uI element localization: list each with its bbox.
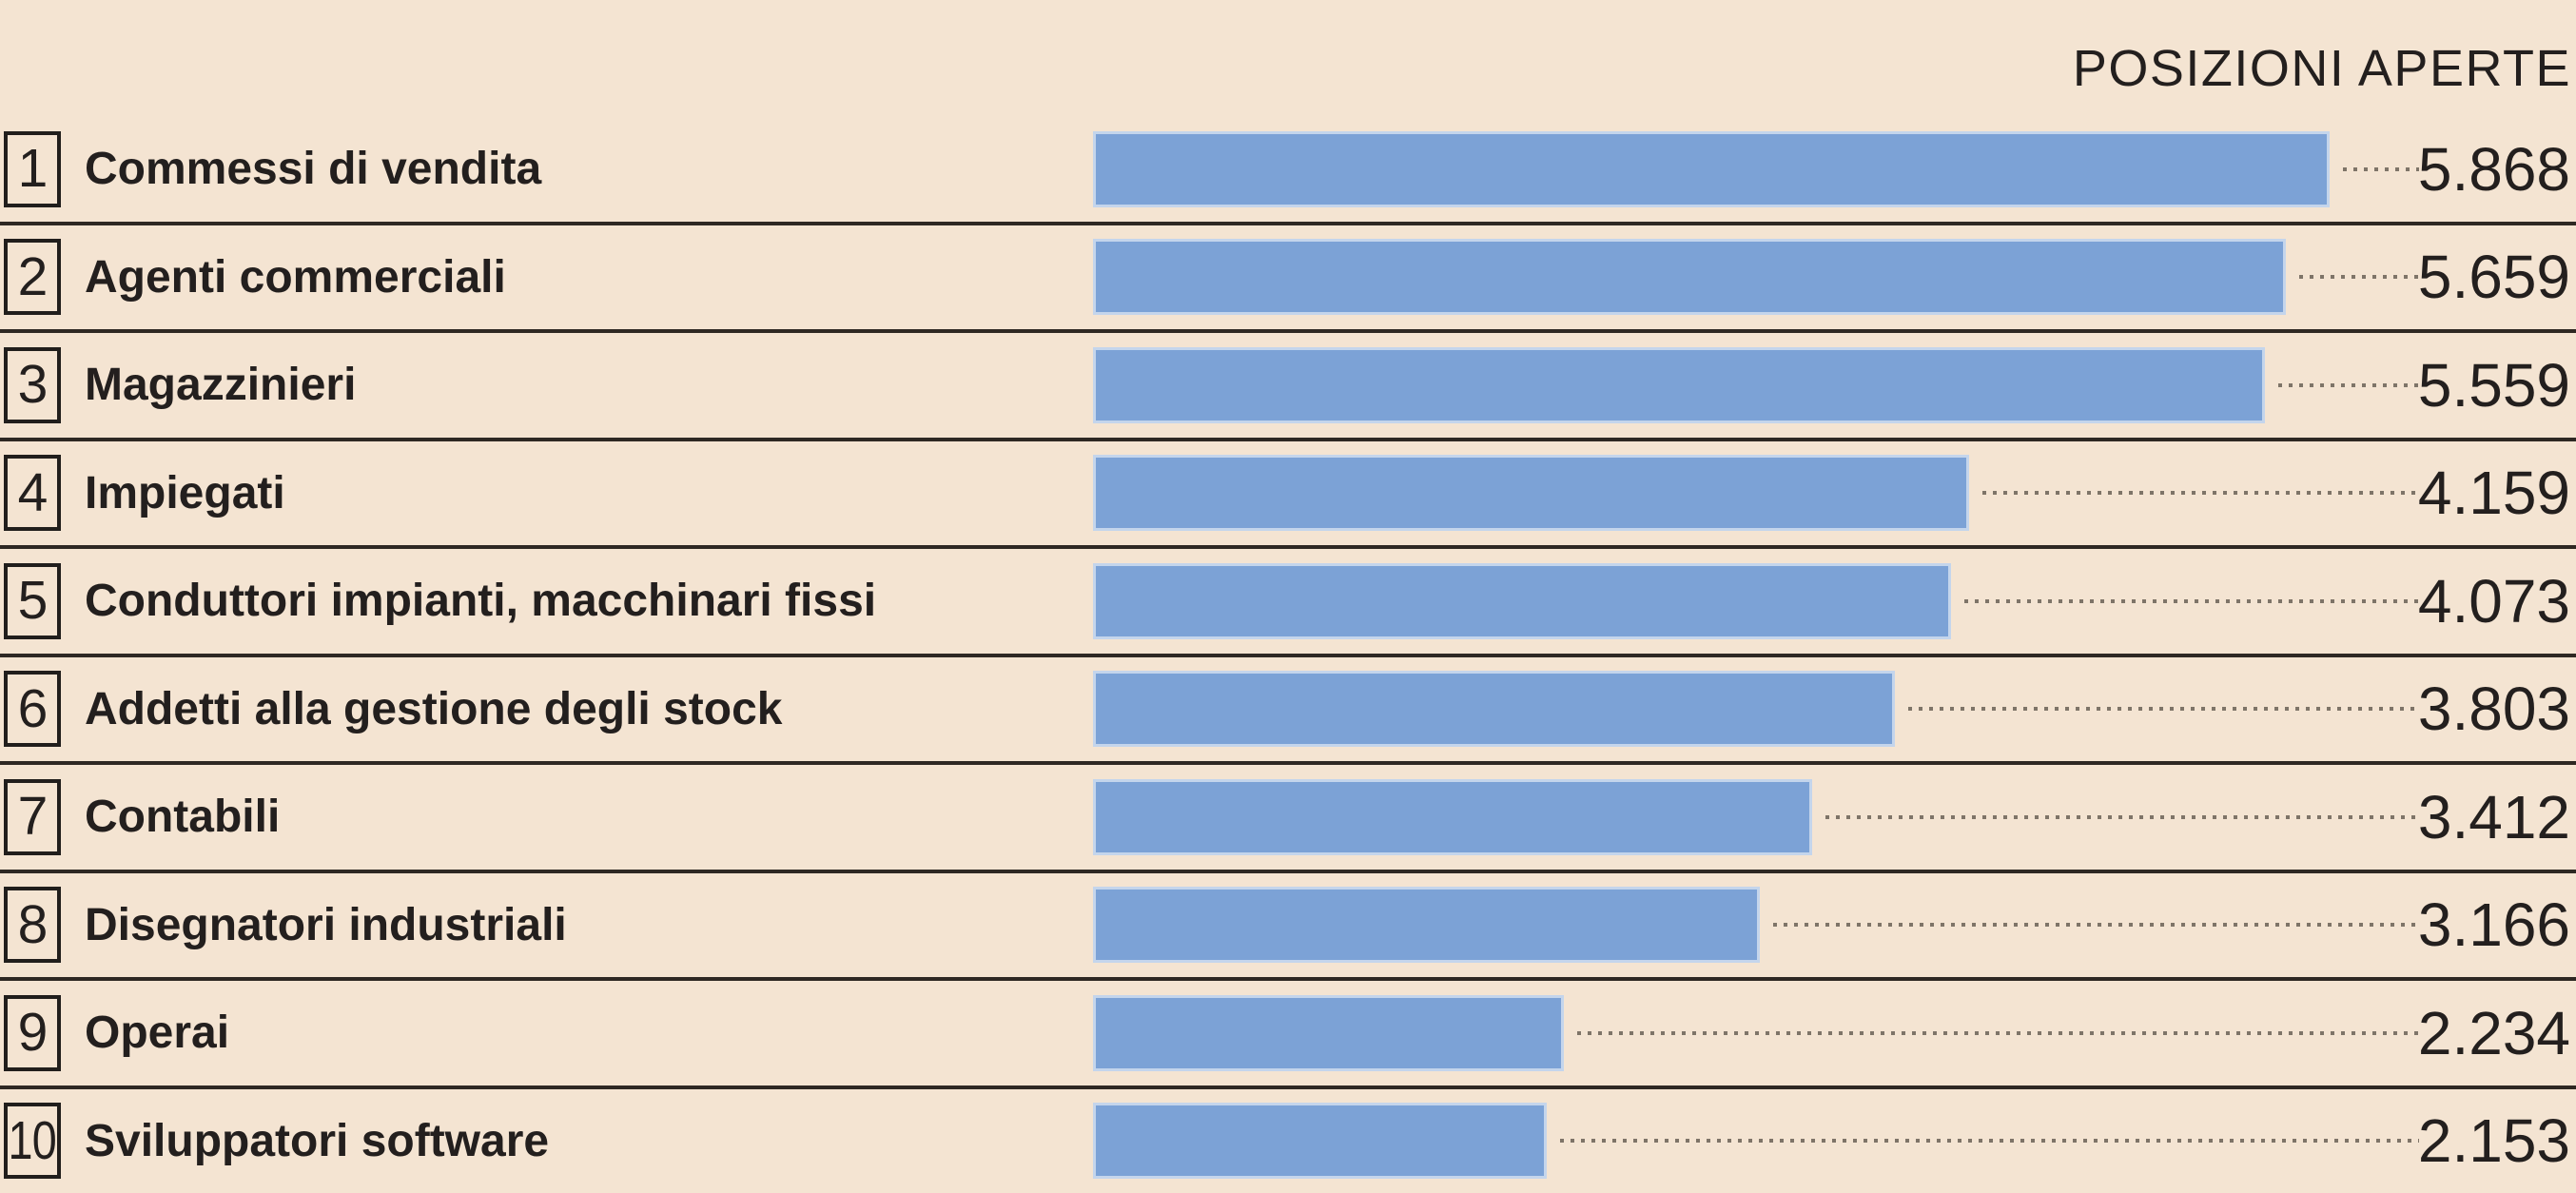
rank-number: 6 — [17, 677, 49, 739]
bar — [1093, 130, 2330, 207]
leader-dots-line — [2278, 382, 2419, 387]
bar — [1093, 239, 2286, 316]
bar — [1093, 562, 1951, 639]
value-label: 5.559 — [2417, 350, 2570, 420]
bar — [1093, 994, 1564, 1071]
rank-number: 9 — [17, 1002, 49, 1064]
bar-rows: 1 Commessi di vendita 5.868 2 Agenti com… — [0, 117, 2576, 1193]
value-label: 5.868 — [2417, 134, 2570, 204]
table-row: 3 Magazzinieri 5.559 — [0, 329, 2576, 438]
table-row: 1 Commessi di vendita 5.868 — [0, 117, 2576, 222]
bar — [1093, 778, 1812, 855]
rank-badge: 2 — [4, 239, 61, 316]
category-label: Impiegati — [85, 467, 285, 518]
leader-dots-line — [1964, 598, 2419, 603]
bar — [1093, 887, 1760, 964]
leader-dots-line — [1908, 707, 2419, 712]
rank-number: 5 — [17, 570, 49, 632]
rank-badge: 8 — [4, 887, 61, 964]
rank-number: 3 — [17, 354, 49, 416]
table-row: 2 Agenti commerciali 5.659 — [0, 221, 2576, 330]
rank-badge: 1 — [4, 130, 61, 207]
table-row: 9 Operai 2.234 — [0, 977, 2576, 1085]
value-label: 2.153 — [2417, 1106, 2570, 1176]
chart-header: POSIZIONI APERTE — [0, 0, 2576, 117]
category-label: Disegnatori industriali — [85, 899, 567, 950]
table-row: 6 Addetti alla gestione degli stock 3.80… — [0, 653, 2576, 762]
leader-dots-line — [1560, 1139, 2419, 1144]
rank-badge: 3 — [4, 346, 61, 423]
category-label: Conduttori impianti, macchinari fissi — [85, 576, 877, 627]
value-label: 5.659 — [2417, 243, 2570, 312]
rank-number: 1 — [17, 138, 49, 200]
rank-badge: 7 — [4, 778, 61, 855]
category-label: Magazzinieri — [85, 360, 357, 411]
bar — [1093, 671, 1895, 748]
leader-dots-line — [1982, 491, 2419, 496]
bar — [1093, 1103, 1547, 1180]
category-label: Operai — [85, 1007, 230, 1059]
rank-badge: 9 — [4, 994, 61, 1071]
value-label: 4.073 — [2417, 566, 2570, 636]
table-row: 10 Sviluppatori software 2.153 — [0, 1085, 2576, 1193]
rank-badge: 5 — [4, 562, 61, 639]
rank-badge: 10 — [4, 1103, 61, 1180]
rank-number: 7 — [17, 786, 49, 848]
rank-number: 10 — [8, 1109, 57, 1171]
table-row: 4 Impiegati 4.159 — [0, 437, 2576, 546]
category-label: Contabili — [85, 792, 281, 843]
leader-dots-line — [2299, 275, 2419, 280]
table-row: 8 Disegnatori industriali 3.166 — [0, 869, 2576, 978]
value-label: 3.803 — [2417, 675, 2570, 744]
category-label: Agenti commerciali — [85, 251, 506, 303]
leader-dots-line — [1773, 923, 2419, 928]
bar — [1093, 455, 1969, 532]
category-label: Sviluppatori software — [85, 1115, 550, 1166]
value-label: 3.412 — [2417, 782, 2570, 851]
table-row: 5 Conduttori impianti, macchinari fissi … — [0, 545, 2576, 654]
leader-dots-line — [2343, 166, 2419, 171]
rank-number: 8 — [17, 893, 49, 955]
leader-dots-line — [1825, 814, 2419, 819]
rank-badge: 4 — [4, 455, 61, 532]
leader-dots-line — [1577, 1030, 2419, 1035]
bar — [1093, 346, 2265, 423]
rank-badge: 6 — [4, 671, 61, 748]
rank-number: 4 — [17, 461, 49, 523]
value-label: 2.234 — [2417, 998, 2570, 1067]
category-label: Addetti alla gestione degli stock — [85, 683, 783, 734]
value-label: 4.159 — [2417, 459, 2570, 528]
table-row: 7 Contabili 3.412 — [0, 761, 2576, 870]
value-label: 3.166 — [2417, 890, 2570, 960]
category-label: Commessi di vendita — [85, 144, 542, 195]
rank-number: 2 — [17, 245, 49, 307]
chart-title: POSIZIONI APERTE — [2072, 40, 2571, 97]
